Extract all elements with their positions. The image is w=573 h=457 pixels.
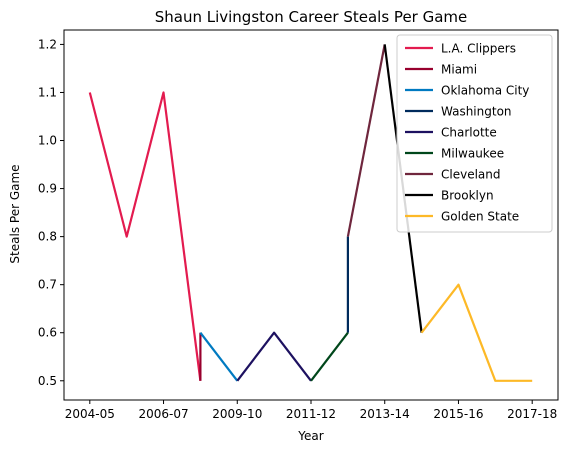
x-axis-ticks: 2004-05 2006-07 2009-10 2011-12 2013-14 2015-… bbox=[65, 400, 557, 421]
series-line-milwaukee bbox=[310, 332, 349, 382]
x-tick-label: 2011-12 bbox=[286, 407, 336, 421]
y-axis-ticks: 0.5 0.6 0.7 0.8 0.9 1.0 1.1 1.2 bbox=[38, 37, 64, 388]
chart-title: Shaun Livingston Career Steals Per Game bbox=[155, 8, 468, 26]
y-tick-label: 0.5 bbox=[38, 374, 57, 388]
x-tick-label: 2009-10 bbox=[212, 407, 262, 421]
series-line-charlotte bbox=[236, 331, 312, 382]
series-line-golden-state bbox=[420, 283, 533, 382]
x-tick-label: 2004-05 bbox=[65, 407, 115, 421]
series-line-l-a-clippers bbox=[88, 91, 202, 381]
x-tick-label: 2017-18 bbox=[507, 407, 557, 421]
plot-frame bbox=[63, 29, 559, 401]
legend-box bbox=[396, 34, 553, 233]
y-tick-label: 0.6 bbox=[38, 326, 57, 340]
legend-label-oklahoma-city: Oklahoma City bbox=[441, 84, 529, 98]
legend-label-golden-state: Golden State bbox=[441, 210, 519, 224]
y-axis-label: Steals Per Game bbox=[8, 164, 22, 263]
legend-label-charlotte: Charlotte bbox=[441, 126, 497, 140]
y-tick-label: 0.8 bbox=[38, 230, 57, 244]
series-line-oklahoma-city bbox=[199, 332, 239, 382]
y-tick-label: 0.9 bbox=[38, 182, 57, 196]
series-line-cleveland bbox=[346, 44, 386, 237]
y-tick-label: 1.0 bbox=[38, 134, 57, 148]
x-tick-label: 2006-07 bbox=[138, 407, 188, 421]
legend-label-miami: Miami bbox=[441, 63, 477, 77]
x-axis-label: Year bbox=[297, 429, 323, 443]
y-tick-label: 1.2 bbox=[38, 37, 57, 51]
y-tick-label: 0.7 bbox=[38, 278, 57, 292]
legend: L.A. Clippers Miami Oklahoma City Washingto… bbox=[396, 34, 553, 233]
x-tick-label: 2013-14 bbox=[360, 407, 410, 421]
plot-lines bbox=[88, 44, 533, 382]
legend-label-washington: Washington bbox=[441, 105, 512, 119]
legend-label-milwaukee: Milwaukee bbox=[441, 147, 504, 161]
legend-label-cleveland: Cleveland bbox=[441, 168, 501, 182]
legend-label-brooklyn: Brooklyn bbox=[441, 189, 494, 203]
y-tick-label: 1.1 bbox=[38, 85, 57, 99]
x-tick-label: 2015-16 bbox=[433, 407, 483, 421]
legend-label-l-a-clippers: L.A. Clippers bbox=[441, 42, 516, 56]
